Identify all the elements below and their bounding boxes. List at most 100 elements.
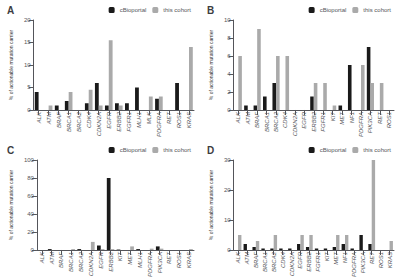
- svg-text:cBioportal: cBioportal: [120, 147, 147, 153]
- svg-text:ROS1: ROS1: [176, 252, 182, 268]
- svg-text:10: 10: [224, 17, 231, 23]
- svg-text:CDK4: CDK4: [280, 251, 286, 268]
- svg-text:FGFR1: FGFR1: [320, 112, 326, 132]
- svg-text:ROS1: ROS1: [176, 112, 182, 128]
- svg-text:this cohort: this cohort: [163, 7, 191, 13]
- svg-text:ATM: ATM: [244, 252, 250, 265]
- svg-text:ROS1: ROS1: [386, 112, 392, 128]
- svg-text:0: 0: [31, 247, 35, 253]
- svg-text:0: 0: [227, 107, 231, 113]
- svg-text:ALK: ALK: [235, 111, 241, 124]
- svg-text:B: B: [207, 5, 214, 16]
- svg-text:PDGFRA: PDGFRA: [358, 112, 364, 137]
- svg-text:KIT: KIT: [330, 111, 336, 122]
- svg-text:MET: MET: [333, 251, 339, 265]
- svg-text:30: 30: [224, 157, 231, 163]
- svg-text:RET: RET: [166, 251, 172, 264]
- svg-text:ERBB2: ERBB2: [306, 251, 312, 271]
- svg-text:BRCA1: BRCA1: [66, 112, 72, 132]
- svg-text:ALK: ALK: [36, 111, 42, 124]
- svg-text:C: C: [7, 145, 14, 156]
- svg-text:cBioportal: cBioportal: [320, 7, 347, 13]
- svg-text:MET: MET: [127, 251, 133, 265]
- svg-text:cBioportal: cBioportal: [120, 7, 147, 13]
- svg-text:0: 0: [27, 107, 31, 113]
- svg-text:CDKN2A: CDKN2A: [96, 112, 102, 136]
- svg-text:this cohort: this cohort: [363, 147, 391, 153]
- svg-text:EGFR: EGFR: [98, 251, 104, 268]
- svg-text:5: 5: [27, 84, 31, 90]
- svg-text:FGFR1: FGFR1: [315, 252, 321, 272]
- svg-text:PIK3CA: PIK3CA: [157, 252, 163, 273]
- svg-text:100: 100: [24, 157, 35, 163]
- svg-text:% of actionable mutation carri: % of actionable mutation carrier: [208, 170, 214, 241]
- svg-text:PDGFRA: PDGFRA: [147, 252, 153, 277]
- svg-text:MLH1: MLH1: [136, 112, 142, 128]
- svg-text:0: 0: [227, 247, 231, 253]
- svg-text:RET: RET: [377, 111, 383, 124]
- svg-text:MLH1: MLH1: [137, 252, 143, 268]
- svg-text:PIK3CA: PIK3CA: [360, 252, 366, 273]
- svg-text:% of actionable mutation carri: % of actionable mutation carrier: [8, 170, 14, 241]
- svg-text:20: 20: [224, 187, 231, 193]
- svg-text:EGFR: EGFR: [301, 111, 307, 128]
- svg-text:BRCA1: BRCA1: [262, 252, 268, 272]
- svg-text:KIT: KIT: [324, 251, 330, 262]
- svg-text:ERBB2: ERBB2: [116, 111, 122, 131]
- svg-text:KRAS: KRAS: [387, 252, 393, 268]
- svg-text:BRCA2: BRCA2: [271, 251, 277, 272]
- svg-text:CDKN2A: CDKN2A: [292, 112, 298, 136]
- svg-text:cBioportal: cBioportal: [320, 147, 347, 153]
- svg-text:NF1: NF1: [342, 252, 348, 263]
- svg-text:NF1: NF1: [349, 112, 355, 123]
- svg-text:BRCA2: BRCA2: [273, 111, 279, 132]
- svg-text:KRAS: KRAS: [186, 252, 192, 268]
- svg-text:BRCA2: BRCA2: [78, 251, 84, 272]
- svg-text:BRCA1: BRCA1: [68, 252, 74, 272]
- svg-text:BRAF: BRAF: [56, 112, 62, 128]
- svg-text:ATM: ATM: [49, 252, 55, 265]
- svg-text:2: 2: [227, 89, 231, 95]
- svg-text:CDK4: CDK4: [86, 111, 92, 128]
- svg-text:20: 20: [27, 229, 34, 235]
- svg-text:80: 80: [27, 175, 34, 181]
- svg-text:ALK: ALK: [39, 251, 45, 264]
- svg-text:ERBB2: ERBB2: [108, 251, 114, 271]
- svg-text:% of actionable mutation carri: % of actionable mutation carrier: [8, 30, 14, 101]
- svg-text:PDGFRA: PDGFRA: [156, 112, 162, 137]
- svg-text:FGFR1: FGFR1: [126, 112, 132, 132]
- svg-text:BRAF: BRAF: [254, 112, 260, 128]
- svg-text:BRAF: BRAF: [58, 252, 64, 268]
- svg-text:RET: RET: [166, 111, 172, 124]
- svg-text:BRCA1: BRCA1: [264, 112, 270, 132]
- svg-text:60: 60: [27, 193, 34, 199]
- svg-text:PIK3CA: PIK3CA: [367, 112, 373, 133]
- svg-text:KIT: KIT: [117, 251, 123, 262]
- svg-text:4: 4: [227, 71, 231, 77]
- svg-text:8: 8: [227, 35, 231, 41]
- svg-text:10: 10: [224, 217, 231, 223]
- svg-text:40: 40: [27, 211, 34, 217]
- svg-text:ALK: ALK: [235, 251, 241, 264]
- svg-text:CDKN2A: CDKN2A: [289, 252, 295, 276]
- svg-text:6: 6: [227, 53, 231, 59]
- svg-text:BRCA2: BRCA2: [76, 111, 82, 132]
- svg-text:ROS1: ROS1: [378, 252, 384, 268]
- svg-text:ERBB2: ERBB2: [311, 111, 317, 131]
- svg-text:PDGFRA: PDGFRA: [351, 252, 357, 277]
- svg-text:20: 20: [24, 17, 31, 23]
- svg-text:BRAF: BRAF: [253, 252, 259, 268]
- svg-text:ATM: ATM: [245, 112, 251, 125]
- svg-text:A: A: [7, 5, 14, 16]
- svg-text:10: 10: [24, 62, 31, 68]
- svg-text:CDKN2A: CDKN2A: [88, 252, 94, 276]
- svg-text:ATM: ATM: [46, 112, 52, 125]
- svg-text:EGFR: EGFR: [106, 111, 112, 128]
- svg-text:RET: RET: [369, 251, 375, 264]
- svg-text:MLK: MLK: [146, 111, 152, 124]
- svg-text:CDK4: CDK4: [282, 111, 288, 128]
- svg-text:this cohort: this cohort: [163, 147, 191, 153]
- svg-text:MET: MET: [339, 111, 345, 125]
- svg-text:this cohort: this cohort: [363, 7, 391, 13]
- svg-text:KRAS: KRAS: [186, 112, 192, 128]
